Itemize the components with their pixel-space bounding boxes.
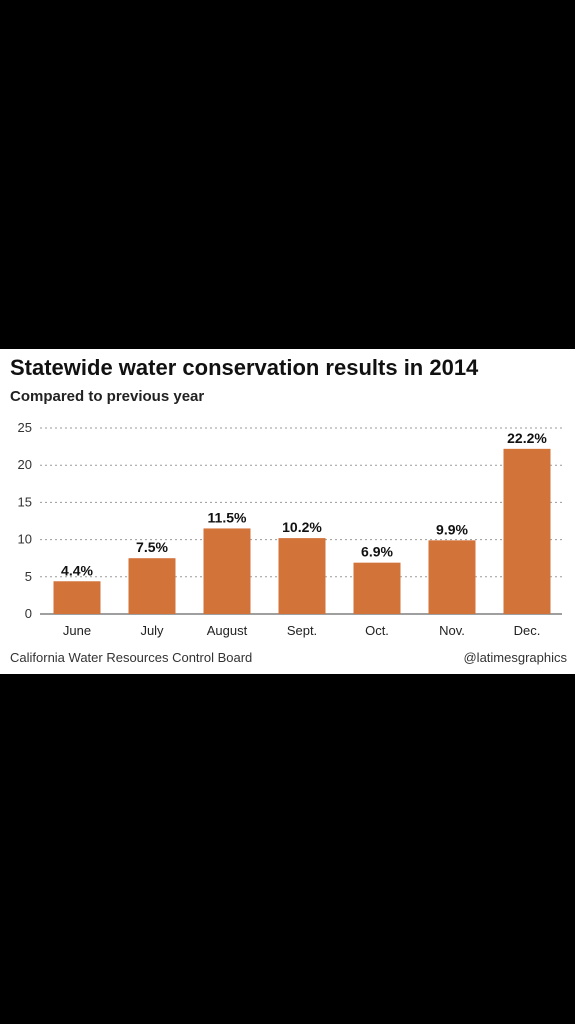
y-tick-label-4: 20 (18, 457, 32, 472)
data-label-2: 11.5% (208, 509, 247, 525)
y-axis-ticks: 0 5 10 15 20 25 (18, 420, 32, 621)
data-label-0: 4.4% (61, 562, 93, 578)
bar-4 (353, 562, 401, 614)
source-note: California Water Resources Control Board (10, 650, 253, 665)
y-tick-label-2: 10 (18, 532, 32, 547)
data-label-6: 22.2% (507, 430, 547, 446)
y-tick-label-0: 0 (25, 606, 32, 621)
chart-subtitle: Compared to previous year (10, 388, 205, 405)
bars (53, 448, 551, 614)
data-labels: 4.4% 7.5% 11.5% 10.2% 6.9% 9.9% 22.2% (61, 430, 547, 578)
data-label-1: 7.5% (136, 539, 168, 555)
bar-5 (428, 540, 476, 614)
x-tick-label-1: July (140, 623, 164, 638)
x-tick-label-5: Nov. (439, 623, 465, 638)
x-tick-label-0: June (63, 623, 91, 638)
chart-title: Statewide water conservation results in … (10, 355, 479, 380)
x-tick-label-3: Sept. (287, 623, 317, 638)
x-tick-label-6: Dec. (514, 623, 541, 638)
x-tick-label-4: Oct. (365, 623, 389, 638)
bar-2 (203, 528, 251, 614)
y-tick-label-5: 25 (18, 420, 32, 435)
y-tick-label-3: 15 (18, 494, 32, 509)
data-label-3: 10.2% (282, 519, 322, 535)
bar-6 (503, 448, 551, 614)
credit-handle: @latimesgraphics (463, 650, 567, 665)
x-tick-label-2: August (207, 623, 248, 638)
bar-0 (53, 581, 101, 614)
bar-1 (128, 558, 176, 614)
chart-panel: Statewide water conservation results in … (0, 349, 575, 674)
y-tick-label-1: 5 (25, 569, 32, 584)
bar-chart: 0 5 10 15 20 25 4.4% 7.5% 11.5% 10.2% 6.9% 9.9% 22.… (18, 420, 562, 638)
data-label-4: 6.9% (361, 544, 393, 560)
bar-3 (278, 538, 326, 614)
x-axis-ticks: June July August Sept. Oct. Nov. Dec. (63, 623, 540, 638)
data-label-5: 9.9% (436, 521, 468, 537)
